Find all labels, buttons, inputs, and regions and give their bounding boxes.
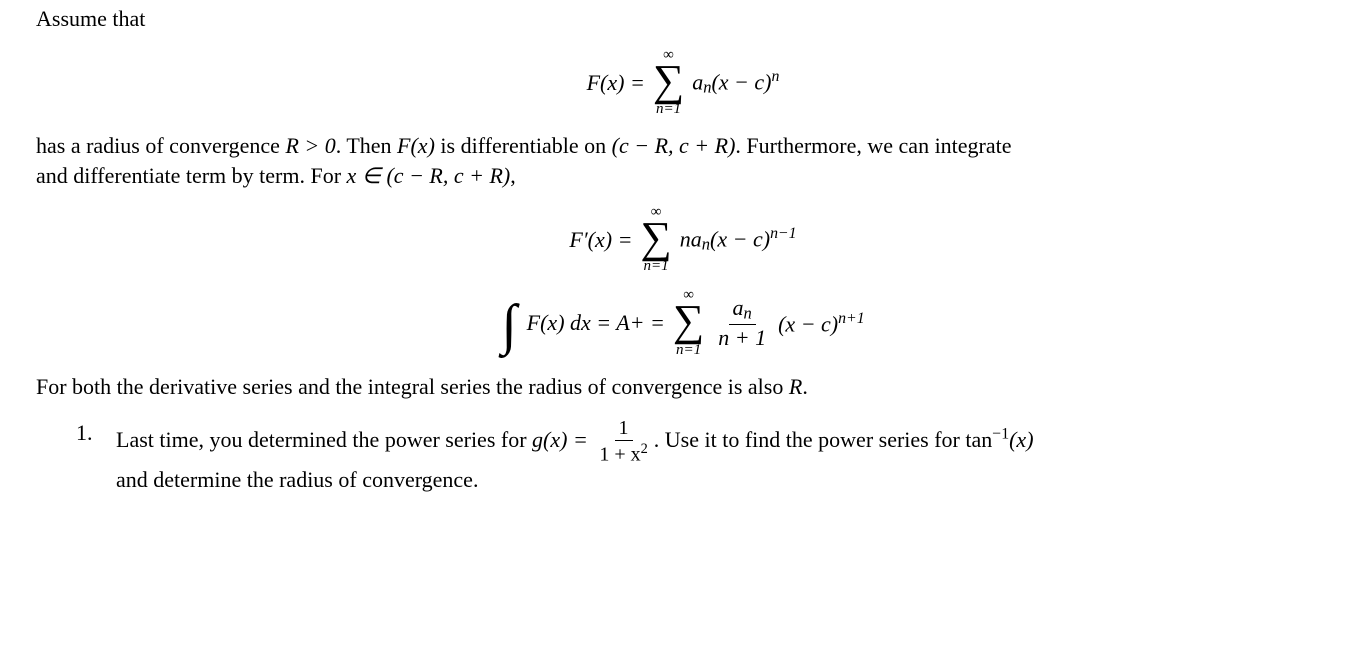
q1-l1-c: . Use it to find the power series for ta… bbox=[654, 426, 992, 451]
q1-frac-num: 1 bbox=[615, 418, 633, 441]
q1-tan-arg: (x) bbox=[1009, 426, 1033, 451]
eq2-coef: na bbox=[680, 226, 702, 251]
eq2-term: nan(x − c)n−1 bbox=[680, 223, 797, 256]
sigma-symbol-2: ∑ bbox=[640, 218, 671, 258]
question-1: 1. Last time, you determined the power s… bbox=[36, 418, 1330, 495]
p1-b: R > 0 bbox=[285, 133, 335, 158]
p1-l2-b: x ∈ (c − R, c + R) bbox=[347, 163, 511, 188]
p2-b: R bbox=[789, 374, 802, 399]
p1-g: . Furthermore, we can integrate bbox=[735, 133, 1011, 158]
eq3-pre: F(x) dx = A+ = bbox=[527, 308, 665, 338]
eq2-paren: (x − c) bbox=[710, 226, 770, 251]
eq1-sum-bot: n=1 bbox=[656, 102, 681, 117]
eq1-sum: ∞ ∑ n=1 bbox=[653, 48, 684, 118]
p1-c: . Then bbox=[336, 133, 397, 158]
equation-F-prime: F′(x) = ∞ ∑ n=1 nan(x − c)n−1 bbox=[36, 205, 1330, 275]
q1-tan-sup: −1 bbox=[992, 425, 1009, 442]
eq2-exp: n−1 bbox=[770, 225, 797, 242]
eq2-coef-sub: n bbox=[702, 235, 710, 254]
p1-l2-a: and differentiate term by term. For bbox=[36, 163, 347, 188]
p1-f: (c − R, c + R) bbox=[612, 133, 736, 158]
sigma-symbol-3: ∑ bbox=[673, 301, 704, 341]
q1-den-exp: 2 bbox=[641, 441, 648, 457]
eq3-paren: (x − c) bbox=[778, 311, 838, 336]
question-1-number: 1. bbox=[76, 418, 100, 495]
eq1-exp: n bbox=[771, 68, 779, 85]
intro-assume: Assume that bbox=[36, 4, 1330, 34]
eq3-sum: ∞ ∑ n=1 bbox=[673, 288, 704, 358]
sigma-symbol: ∑ bbox=[653, 61, 684, 101]
eq1-term: an(x − c)n bbox=[692, 66, 779, 99]
q1-fraction: 1 1 + x2 bbox=[595, 418, 651, 466]
q1-l1-a: Last time, you determined the power seri… bbox=[116, 426, 532, 451]
q1-gx: g(x) = bbox=[532, 426, 588, 451]
eq2-sum-bot: n=1 bbox=[644, 259, 669, 274]
eq1-lhs: F(x) = bbox=[587, 68, 645, 98]
question-1-body: Last time, you determined the power seri… bbox=[116, 418, 1330, 495]
p1-a: has a radius of convergence bbox=[36, 133, 285, 158]
q1-line2: and determine the radius of convergence. bbox=[116, 467, 478, 492]
page-container: Assume that F(x) = ∞ ∑ n=1 an(x − c)n ha… bbox=[0, 4, 1366, 495]
eq3-fraction: an n + 1 bbox=[714, 297, 770, 349]
paragraph-radius-note: For both the derivative series and the i… bbox=[36, 372, 1330, 402]
eq1-paren: (x − c) bbox=[711, 69, 771, 94]
p1-l2-c: , bbox=[510, 163, 516, 188]
equation-F-definition: F(x) = ∞ ∑ n=1 an(x − c)n bbox=[36, 48, 1330, 118]
eq3-exp: n+1 bbox=[838, 310, 865, 327]
p2-c: . bbox=[802, 374, 808, 399]
eq3-num-a: a bbox=[733, 295, 744, 320]
p2-a: For both the derivative series and the i… bbox=[36, 374, 789, 399]
eq3-num-sub: n bbox=[744, 303, 752, 322]
p1-e: is differentiable on bbox=[435, 133, 612, 158]
equation-F-integral: ∫ F(x) dx = A+ = ∞ ∑ n=1 an n + 1 (x − c… bbox=[36, 288, 1330, 358]
eq3-sum-bot: n=1 bbox=[676, 343, 701, 358]
eq2-sum: ∞ ∑ n=1 bbox=[640, 205, 671, 275]
q1-frac-den: 1 + x2 bbox=[595, 441, 651, 466]
eq3-tail: (x − c)n+1 bbox=[778, 308, 865, 339]
p1-d: F(x) bbox=[397, 133, 435, 158]
eq1-a: a bbox=[692, 69, 703, 94]
eq3-den: n + 1 bbox=[714, 325, 770, 349]
paragraph-convergence: has a radius of convergence R > 0. Then … bbox=[36, 131, 1330, 190]
q1-den-a: 1 + x bbox=[599, 443, 640, 465]
eq2-lhs: F′(x) = bbox=[569, 225, 632, 255]
integral-symbol: ∫ bbox=[501, 303, 516, 348]
